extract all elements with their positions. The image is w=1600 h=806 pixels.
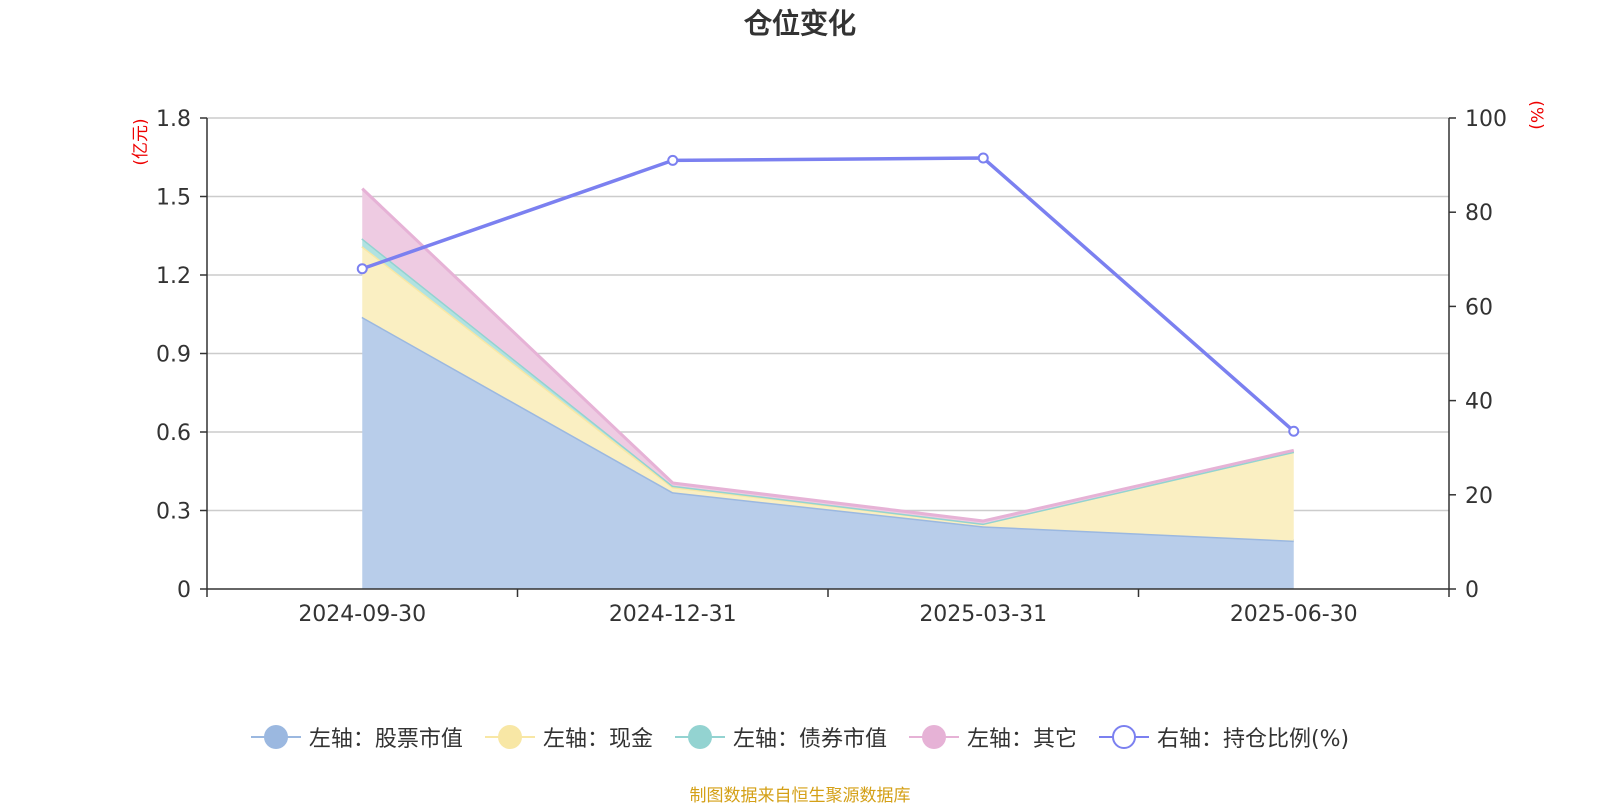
legend-item-ratio[interactable]: 右轴：持仓比例(%) (1099, 721, 1349, 753)
legend-item-stock[interactable]: 左轴：股票市值 (251, 721, 463, 753)
x-axis-tick-label: 2024-12-31 (609, 602, 737, 627)
stacked-areas (362, 189, 1294, 589)
legend-symbol-other (909, 722, 959, 752)
right-axis-tick-label: 80 (1465, 201, 1493, 226)
legend-symbol-stock (251, 722, 301, 752)
left-axis-unit-label: (亿元) (131, 118, 151, 165)
left-axis-tick-label: 0.9 (156, 343, 191, 368)
left-axis-tick-label: 1.2 (156, 264, 191, 289)
legend: 左轴：股票市值 左轴：现金 左轴：债券市值 左轴：其它 右轴：持仓比例(%) (0, 722, 1600, 752)
left-axis-tick-label: 0.6 (156, 421, 191, 446)
legend-item-bond[interactable]: 左轴：债券市值 (675, 721, 887, 753)
left-axis-tick-label: 1.5 (156, 186, 191, 211)
x-axis-tick-label: 2025-06-30 (1230, 602, 1358, 627)
line-point (1289, 427, 1298, 436)
legend-label-bond: 左轴：债券市值 (733, 721, 887, 753)
left-axis-tick-label: 1.8 (156, 107, 191, 132)
legend-symbol-ratio (1099, 722, 1149, 752)
legend-label-stock: 左轴：股票市值 (309, 721, 463, 753)
line-point (358, 264, 367, 273)
right-axis-tick-label: 60 (1465, 295, 1493, 320)
right-axis-tick-label: 100 (1465, 107, 1507, 132)
x-axis-tick-label: 2025-03-31 (919, 602, 1047, 627)
left-axis-tick-label: 0 (177, 578, 191, 603)
right-axis-unit-label: (%) (1526, 100, 1546, 129)
right-axis-tick-label: 40 (1465, 390, 1493, 415)
legend-label-cash: 左轴：现金 (543, 721, 653, 753)
legend-symbol-cash (485, 722, 535, 752)
left-axis-tick-label: 0.3 (156, 500, 191, 525)
line-point (979, 154, 988, 163)
legend-item-other[interactable]: 左轴：其它 (909, 721, 1077, 753)
legend-symbol-bond (675, 722, 725, 752)
data-source-note: 制图数据来自恒生聚源数据库 (0, 781, 1600, 806)
right-axis-tick-label: 20 (1465, 484, 1493, 509)
x-axis-tick-label: 2024-09-30 (298, 602, 426, 627)
chart-canvas: 0 0.3 0.6 0.9 1.2 1.5 1.8 0 20 40 60 80 100 2024-09-3… (0, 0, 1600, 800)
line-point (668, 156, 677, 165)
legend-label-ratio: 右轴：持仓比例(%) (1157, 721, 1349, 753)
right-axis-tick-label: 0 (1465, 578, 1479, 603)
legend-item-cash[interactable]: 左轴：现金 (485, 721, 653, 753)
legend-label-other: 左轴：其它 (967, 721, 1077, 753)
